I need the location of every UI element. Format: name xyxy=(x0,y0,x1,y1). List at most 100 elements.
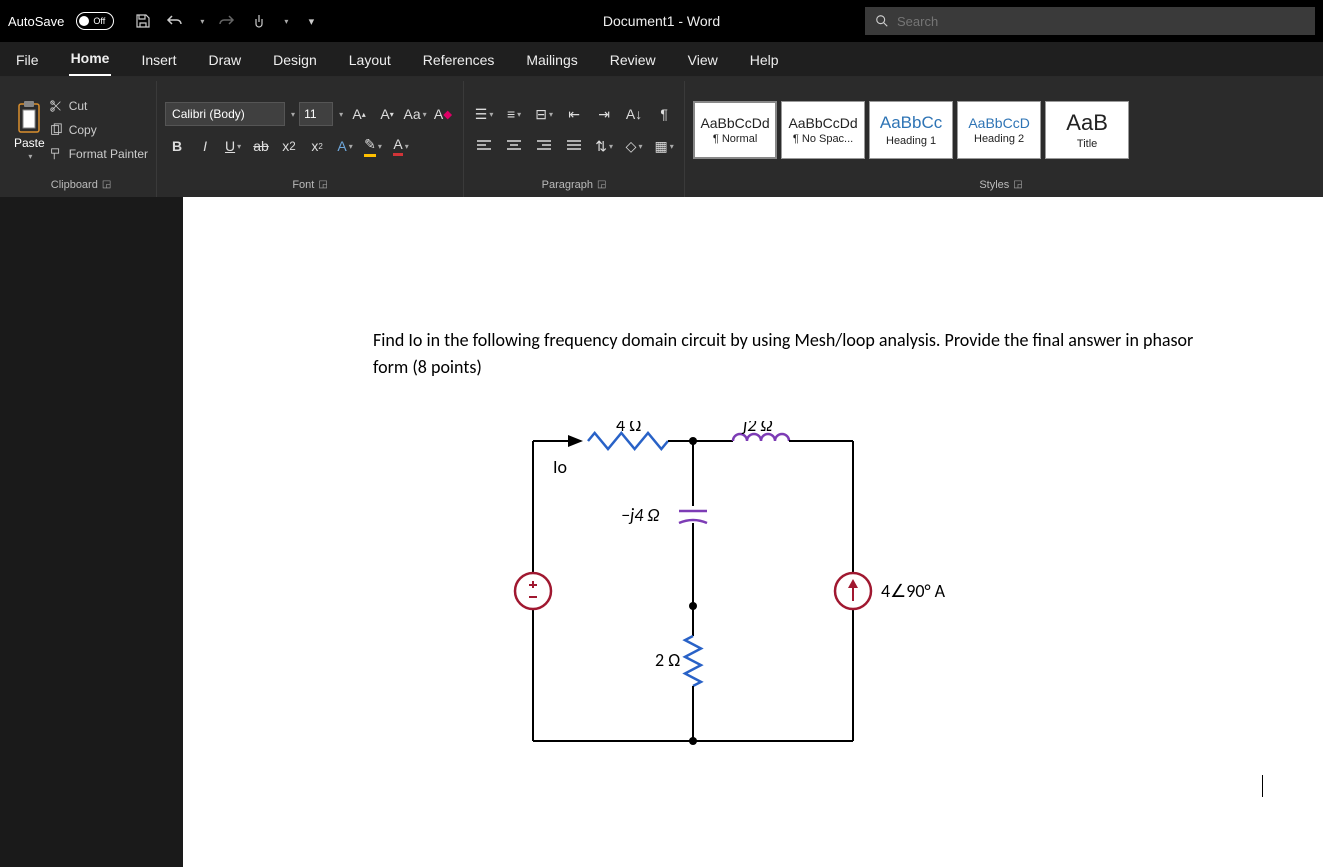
menu-review[interactable]: Review xyxy=(608,46,658,76)
style-title[interactable]: AaB Title xyxy=(1045,101,1129,159)
change-case-icon[interactable]: Aa▾ xyxy=(403,102,427,126)
undo-chevron-icon[interactable]: ▾ xyxy=(200,17,204,26)
style-sample: AaBbCc xyxy=(880,113,942,133)
decrease-indent-icon[interactable]: ⇤ xyxy=(562,102,586,126)
clipboard-dialog-launcher[interactable]: ◲ xyxy=(102,179,111,191)
styles-dialog-launcher[interactable]: ◲ xyxy=(1013,179,1022,191)
style-sample: AaB xyxy=(1066,110,1108,136)
align-left-icon[interactable] xyxy=(472,134,496,158)
search-box[interactable] xyxy=(865,7,1315,35)
quick-access-toolbar: ▾ ▾ ▾ xyxy=(134,12,320,30)
shrink-font-icon[interactable]: A▾ xyxy=(375,102,399,126)
shading-icon[interactable]: ◇▾ xyxy=(622,134,646,158)
styles-group-label: Styles xyxy=(979,179,1009,191)
svg-text:j2 Ω: j2 Ω xyxy=(741,421,772,436)
style-heading2[interactable]: AaBbCcD Heading 2 xyxy=(957,101,1041,159)
multilevel-list-icon[interactable]: ⊟▾ xyxy=(532,102,556,126)
bullets-icon[interactable]: ☰▾ xyxy=(472,102,496,126)
paste-label: Paste xyxy=(14,136,45,150)
svg-text:4 Ω: 4 Ω xyxy=(616,421,641,436)
font-color-icon[interactable]: A▾ xyxy=(389,134,413,158)
italic-button[interactable]: I xyxy=(193,134,217,158)
paste-chevron-icon[interactable]: ▾ xyxy=(28,152,32,161)
autosave-toggle[interactable]: Off xyxy=(76,12,114,30)
align-center-icon[interactable] xyxy=(502,134,526,158)
font-name-select[interactable] xyxy=(165,102,285,126)
menu-layout[interactable]: Layout xyxy=(347,46,393,76)
paste-button[interactable]: Paste ▾ xyxy=(14,100,45,161)
bold-button[interactable]: B xyxy=(165,134,189,158)
align-right-icon[interactable] xyxy=(532,134,556,158)
style-nospacing[interactable]: AaBbCcDd ¶ No Spac... xyxy=(781,101,865,159)
font-dialog-launcher[interactable]: ◲ xyxy=(318,179,327,191)
font-size-chevron-icon[interactable]: ▾ xyxy=(339,110,343,119)
show-marks-icon[interactable]: ¶ xyxy=(652,102,676,126)
strikethrough-button[interactable]: ab xyxy=(249,134,273,158)
format-painter-icon xyxy=(49,147,63,161)
undo-icon[interactable] xyxy=(166,12,184,30)
borders-icon[interactable]: ▦▾ xyxy=(652,134,676,158)
underline-button[interactable]: U▾ xyxy=(221,134,245,158)
redo-icon[interactable] xyxy=(218,12,236,30)
svg-text:2 Ω: 2 Ω xyxy=(655,649,680,671)
toggle-knob xyxy=(79,16,89,26)
menu-references[interactable]: References xyxy=(421,46,497,76)
autosave-state: Off xyxy=(93,16,105,26)
style-name: Heading 1 xyxy=(886,135,936,147)
menu-insert[interactable]: Insert xyxy=(139,46,178,76)
style-name: Heading 2 xyxy=(974,133,1024,145)
style-sample: AaBbCcDd xyxy=(700,115,769,131)
styles-gallery: AaBbCcDd ¶ Normal AaBbCcDd ¶ No Spac... … xyxy=(693,101,1129,159)
group-font: ▾ ▾ A▴ A▾ Aa▾ A◆ B I U▾ ab x2 x2 A▾ ✎▾ xyxy=(157,81,464,197)
menu-file[interactable]: File xyxy=(14,46,41,76)
font-size-select[interactable] xyxy=(299,102,333,126)
menu-design[interactable]: Design xyxy=(271,46,319,76)
svg-text:4∠90° A: 4∠90° A xyxy=(881,580,946,602)
menubar: File Home Insert Draw Design Layout Refe… xyxy=(0,42,1323,77)
increase-indent-icon[interactable]: ⇥ xyxy=(592,102,616,126)
style-normal[interactable]: AaBbCcDd ¶ Normal xyxy=(693,101,777,159)
touch-mode-icon[interactable] xyxy=(250,12,268,30)
document-title: Document1 - Word xyxy=(603,13,720,29)
menu-view[interactable]: View xyxy=(686,46,720,76)
left-gutter xyxy=(0,197,183,867)
font-name-chevron-icon[interactable]: ▾ xyxy=(291,110,295,119)
paste-icon xyxy=(14,100,44,134)
document-area: Find Io in the following frequency domai… xyxy=(0,197,1323,867)
line-spacing-icon[interactable]: ⇅▾ xyxy=(592,134,616,158)
cut-button[interactable]: Cut xyxy=(49,99,148,113)
group-clipboard: Paste ▾ Cut Copy Format Painter Clipboar… xyxy=(6,81,157,197)
copy-button[interactable]: Copy xyxy=(49,123,148,137)
touch-chevron-icon[interactable]: ▾ xyxy=(284,17,288,26)
copy-label: Copy xyxy=(69,123,97,137)
grow-font-icon[interactable]: A▴ xyxy=(347,102,371,126)
copy-icon xyxy=(49,123,63,137)
cut-label: Cut xyxy=(69,99,88,113)
menu-help[interactable]: Help xyxy=(748,46,781,76)
style-heading1[interactable]: AaBbCc Heading 1 xyxy=(869,101,953,159)
superscript-button[interactable]: x2 xyxy=(305,134,329,158)
justify-icon[interactable] xyxy=(562,134,586,158)
paragraph-dialog-launcher[interactable]: ◲ xyxy=(597,179,606,191)
style-sample: AaBbCcD xyxy=(968,115,1029,131)
highlight-color-icon[interactable]: ✎▾ xyxy=(361,134,385,158)
titlebar: AutoSave Off ▾ ▾ ▾ Document1 - Word xyxy=(0,0,1323,42)
format-painter-label: Format Painter xyxy=(69,147,148,161)
page[interactable]: Find Io in the following frequency domai… xyxy=(183,197,1323,867)
clear-formatting-icon[interactable]: A◆ xyxy=(431,102,455,126)
autosave-label: AutoSave xyxy=(8,14,64,29)
circuit-diagram: 4 Ωj2 ΩIo−j4 Ω2 Ω12∠0° V4∠90° A xyxy=(513,421,953,761)
menu-mailings[interactable]: Mailings xyxy=(524,46,579,76)
customize-qat-icon[interactable]: ▾ xyxy=(302,12,320,30)
sort-icon[interactable]: A↓ xyxy=(622,102,646,126)
scissors-icon xyxy=(49,99,63,113)
text-effects-icon[interactable]: A▾ xyxy=(333,134,357,158)
format-painter-button[interactable]: Format Painter xyxy=(49,147,148,161)
menu-draw[interactable]: Draw xyxy=(206,46,243,76)
svg-text:−j4 Ω: −j4 Ω xyxy=(621,504,659,526)
search-input[interactable] xyxy=(897,14,1305,29)
subscript-button[interactable]: x2 xyxy=(277,134,301,158)
menu-home[interactable]: Home xyxy=(69,44,112,76)
numbering-icon[interactable]: ≡▾ xyxy=(502,102,526,126)
save-icon[interactable] xyxy=(134,12,152,30)
